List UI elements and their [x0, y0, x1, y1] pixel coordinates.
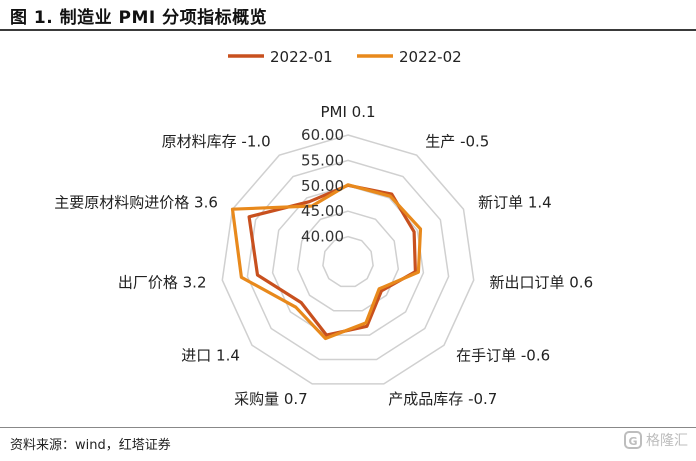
- category-label: 生产 -0.5: [425, 133, 489, 151]
- category-label: 出厂价格 3.2: [118, 273, 207, 291]
- grid-ring: [271, 185, 425, 336]
- watermark-text: 格隆汇: [646, 433, 688, 449]
- legend-label-2022-01: 2022-01: [270, 48, 333, 66]
- category-label: 产成品库存 -0.7: [388, 390, 497, 408]
- watermark-logo-icon: G: [624, 431, 642, 449]
- category-labels: PMI 0.1 生产 -0.5 新订单 1.4 新出口订单 0.6 在手订单 -0.6 产…: [54, 103, 593, 408]
- category-label: PMI 0.1: [320, 103, 375, 121]
- radial-tick-label: 45.00: [301, 202, 344, 220]
- category-label: 新订单 1.4: [478, 194, 552, 212]
- category-label: 主要原材料购进价格 3.6: [54, 194, 218, 212]
- radial-tick-label: 55.00: [301, 151, 344, 169]
- footer-divider: [0, 427, 696, 428]
- category-label: 采购量 0.7: [234, 390, 308, 408]
- legend: 2022-01 2022-02: [228, 48, 462, 66]
- category-label: 原材料库存 -1.0: [162, 133, 271, 151]
- grid-ring: [322, 235, 374, 288]
- grid-ring: [296, 210, 400, 312]
- category-label: 进口 1.4: [181, 347, 240, 365]
- radar-grid: [221, 134, 475, 385]
- title-divider: [0, 29, 696, 31]
- radial-tick-label: 60.00: [301, 126, 344, 144]
- watermark: G 格隆汇: [624, 430, 688, 450]
- radial-ticks: 40.00 45.00 50.00 55.00 60.00: [301, 126, 344, 246]
- radial-tick-label: 50.00: [301, 177, 344, 195]
- grid-ring: [221, 134, 475, 385]
- legend-label-2022-02: 2022-02: [399, 48, 462, 66]
- category-label: 新出口订单 0.6: [490, 273, 594, 291]
- series-line-2022-02: [230, 183, 423, 341]
- source-note: 资料来源：wind，红塔证券: [10, 438, 171, 453]
- radar-series: [230, 183, 423, 341]
- radial-tick-label: 40.00: [301, 228, 344, 246]
- page-title: 图 1. 制造业 PMI 分项指标概览: [10, 8, 268, 28]
- category-label: 在手订单 -0.6: [456, 347, 550, 365]
